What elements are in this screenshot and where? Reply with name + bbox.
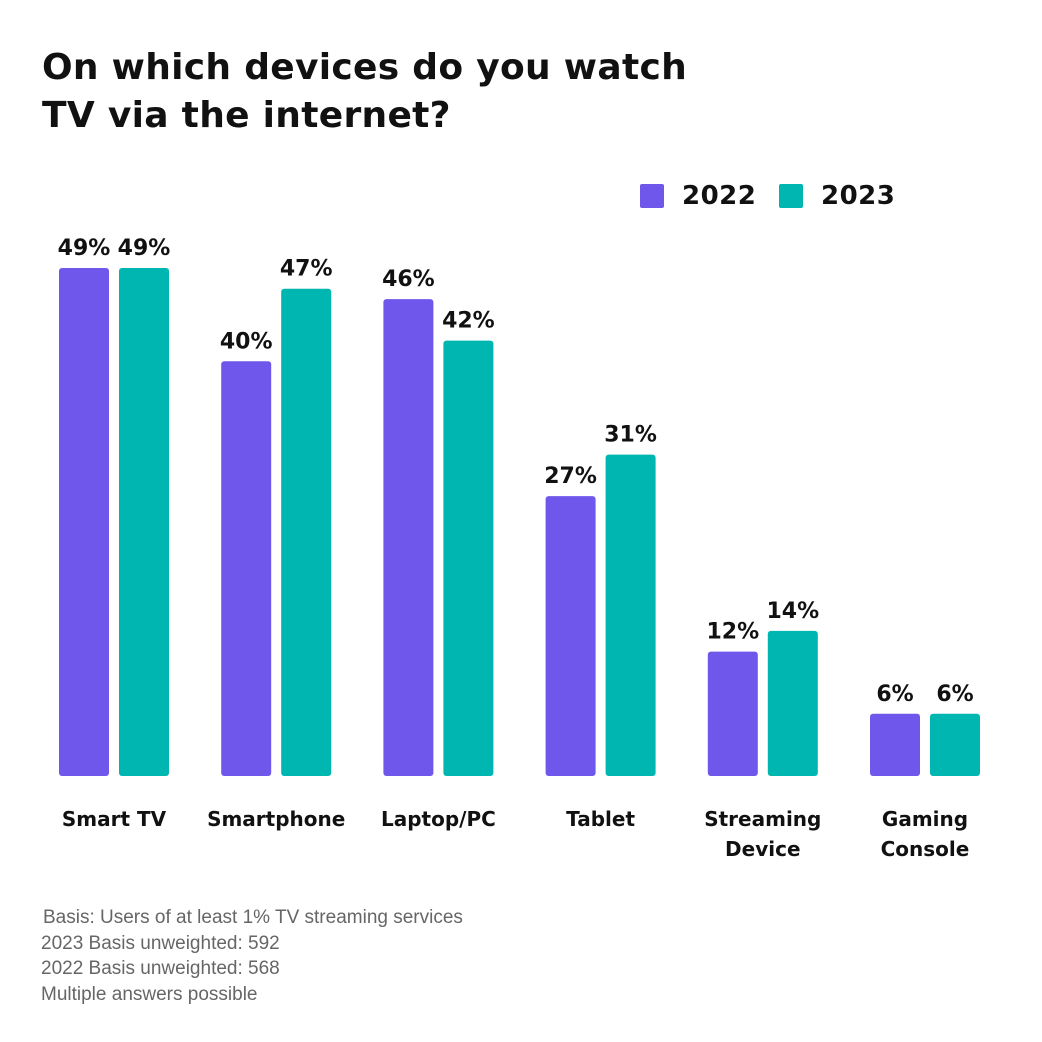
bar-streaming-device-2023 (767, 630, 818, 776)
bar-tablet-2023 (605, 454, 656, 776)
data-label-tablet-2022: 27% (544, 464, 597, 489)
chart-title-line-1: On which devices do you watch (42, 47, 688, 88)
legend-swatch-2022 (640, 184, 664, 208)
category-label-streaming-device-line-1: Streaming (704, 807, 821, 831)
data-label-smartphone-2022: 40% (220, 329, 273, 354)
category-label-smartphone: Smartphone (207, 807, 345, 831)
category-label-smart-tv: Smart TV (62, 807, 167, 831)
data-label-streaming-device-2023: 14% (766, 599, 819, 624)
chart-notes: Basis: Users of at least 1% TV streaming… (41, 905, 463, 1007)
data-label-tablet-2023: 31% (604, 423, 657, 448)
data-label-gaming-console-2022: 6% (876, 682, 913, 707)
legend-item-2022: 2022 (640, 179, 756, 213)
category-label-gaming-console-line-1: Gaming (882, 807, 968, 831)
bar-tablet-2022 (545, 496, 596, 776)
chart-title-line-2: TV via the internet? (42, 95, 451, 136)
data-label-smart-tv-2023: 49% (118, 236, 171, 261)
legend-item-2023: 2023 (779, 179, 895, 213)
data-label-smartphone-2023: 47% (280, 257, 333, 282)
data-label-laptop-pc-2023: 42% (442, 309, 495, 334)
bar-smart-tv-2023 (119, 268, 169, 776)
legend-label-2022: 2022 (682, 181, 757, 211)
data-label-gaming-console-2023: 6% (936, 682, 973, 707)
note-multiple-answers: Multiple answers possible (41, 983, 258, 1005)
category-label-gaming-console-line-2: Console (881, 837, 970, 861)
bar-streaming-device-2022 (707, 651, 758, 776)
bar-smartphone-2023 (281, 288, 332, 776)
bar-smartphone-2022 (221, 361, 272, 776)
legend-swatch-2023 (779, 184, 803, 208)
bar-laptop-pc-2022 (383, 299, 434, 776)
legend-label-2023: 2023 (821, 181, 896, 211)
chart-title: On which devices do you watch TV via the… (42, 44, 742, 140)
note-2023-basis: 2023 Basis unweighted: 592 (41, 932, 280, 954)
bar-gaming-console-2022 (870, 713, 920, 776)
bar-laptop-pc-2023 (443, 340, 494, 776)
category-label-streaming-device-line-2: Device (725, 837, 800, 861)
data-label-streaming-device-2022: 12% (706, 620, 759, 645)
note-2022-basis: 2022 Basis unweighted: 568 (41, 958, 280, 979)
bar-gaming-console-2023 (930, 713, 980, 776)
data-label-smart-tv-2022: 49% (58, 236, 111, 261)
bar-smart-tv-2022 (59, 268, 109, 776)
category-label-laptop-pc: Laptop/PC (381, 807, 496, 831)
bar-chart: 49% 49% Smart TV 40% 47% Smartphone 46% 42% Lapt… (58, 236, 980, 861)
category-label-tablet: Tablet (566, 807, 635, 831)
data-label-laptop-pc-2022: 46% (382, 267, 435, 292)
note-basis: Basis: Users of at least 1% TV streaming… (43, 907, 463, 928)
